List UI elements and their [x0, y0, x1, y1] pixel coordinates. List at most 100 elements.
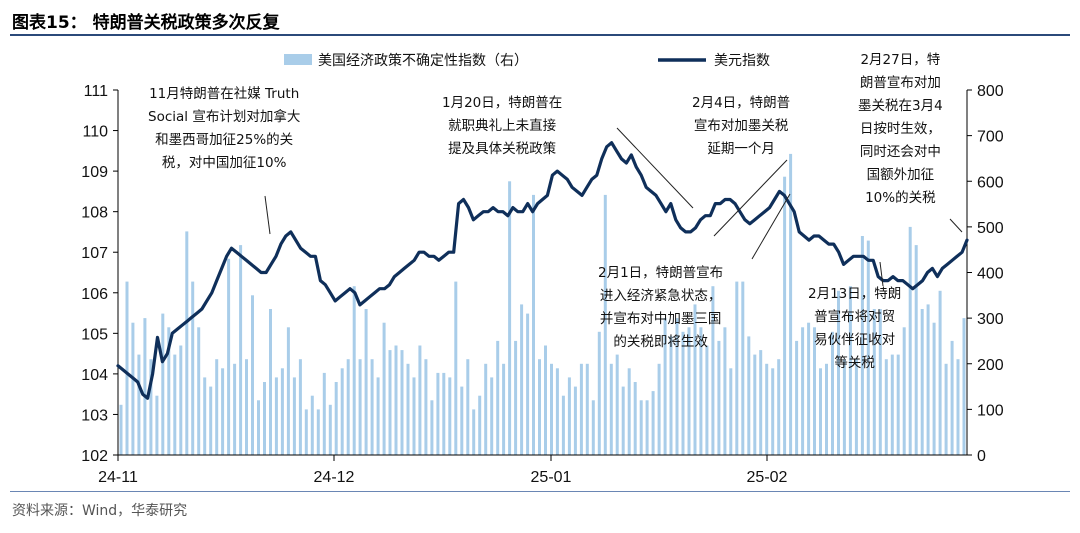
bar	[197, 327, 201, 456]
bar	[328, 404, 332, 455]
annotation-line: 2月4日，特朗普	[692, 95, 791, 111]
bar	[263, 382, 266, 455]
bar	[795, 340, 799, 455]
bar	[179, 345, 183, 455]
bar	[621, 386, 625, 455]
bar	[627, 368, 631, 455]
bar	[675, 318, 679, 455]
x-tick-label: 25-02	[747, 469, 788, 486]
bar	[860, 236, 864, 455]
bar	[884, 359, 888, 455]
bar	[161, 313, 165, 455]
bar	[729, 368, 733, 455]
bar	[663, 318, 667, 455]
bar	[430, 400, 434, 456]
bar	[932, 322, 936, 455]
annotation-line: 的关税即将生效	[613, 334, 708, 350]
bar	[801, 327, 805, 456]
annotation-line: 和墨西哥加征25%的关	[155, 132, 294, 148]
y-right-tick-label: 500	[977, 220, 1004, 237]
annotation-line: 11月特朗普在社媒 Truth	[149, 86, 300, 102]
y-left-tick-label: 107	[81, 245, 108, 262]
bar	[496, 340, 500, 455]
bar	[125, 281, 129, 455]
bar	[526, 313, 530, 455]
bar	[472, 409, 476, 455]
annotation-leader	[949, 218, 963, 233]
bar	[771, 368, 775, 455]
annotation-leaders	[264, 127, 963, 287]
bar	[442, 372, 446, 455]
bar	[717, 340, 721, 455]
annotation-leader	[713, 159, 788, 237]
bar	[699, 327, 703, 456]
bar	[914, 245, 918, 455]
annotation-leader	[751, 193, 791, 260]
bar	[490, 377, 494, 455]
bar	[657, 363, 661, 456]
bar	[741, 281, 745, 455]
bar	[131, 322, 135, 455]
bar	[550, 363, 553, 456]
bar	[645, 400, 649, 456]
annotation-line: 2月13日，特朗	[808, 286, 902, 302]
y-left-tick-label: 106	[81, 286, 108, 303]
bar	[358, 359, 362, 455]
bar	[137, 354, 141, 455]
bar	[681, 331, 685, 455]
bar	[316, 409, 320, 455]
bar	[239, 245, 243, 455]
y-left-tick-label: 104	[81, 367, 108, 384]
bar	[705, 345, 709, 455]
annotation-line: Social 宣布计划对加拿大	[148, 109, 301, 125]
bar	[639, 400, 643, 456]
bar	[520, 304, 524, 455]
bar	[310, 395, 314, 455]
bar	[376, 377, 380, 455]
annotation-line: 就职典礼上未直接	[448, 118, 557, 134]
y-left-tick-label: 110	[82, 124, 108, 141]
bar	[555, 368, 559, 455]
y-left-tick-label: 105	[81, 326, 108, 343]
bar	[878, 309, 882, 455]
bar	[956, 359, 960, 455]
x-tick-label: 24-12	[314, 469, 355, 486]
y-left-tick-label: 103	[81, 407, 108, 424]
bar	[573, 386, 577, 455]
annotation-nov-tariff: 11月特朗普在社媒 Truth Social 宣布计划对加拿大 和墨西哥加征25%的…	[148, 83, 300, 175]
bar	[866, 240, 870, 455]
annotation-line: 同时还会对中	[859, 144, 941, 160]
annotation-line: 等关税	[834, 355, 875, 371]
bar	[753, 354, 757, 455]
bar	[687, 327, 691, 456]
bar	[759, 350, 763, 455]
y-left-tick-label: 111	[84, 83, 108, 100]
bar	[269, 309, 272, 455]
bar	[908, 226, 912, 455]
bar	[346, 359, 350, 455]
bar	[286, 327, 290, 456]
bar	[292, 377, 296, 455]
bar	[813, 327, 816, 456]
annotation-line: 进入经济紧急状态，	[599, 288, 722, 304]
bar	[735, 281, 739, 455]
legend-bar-swatch	[284, 54, 312, 65]
bar	[789, 153, 793, 455]
annotation-feb4: 2月4日，特朗普 宣布对加墨关税 延期一个月	[692, 92, 790, 161]
annotation-line: 1月20日，特朗普在	[442, 95, 563, 111]
bar	[406, 363, 410, 456]
annotation-leader	[616, 127, 694, 209]
bar	[280, 368, 284, 455]
bar	[819, 368, 822, 455]
bar	[191, 281, 195, 455]
bar	[669, 336, 673, 455]
axes: 102 103 104 105 106 107 108 109 110 111 0 100 200 300…	[81, 83, 1004, 486]
bar	[872, 309, 876, 455]
y-right-tick-label: 300	[977, 311, 1004, 328]
annotation-line: 宣布对加墨关税	[693, 118, 789, 134]
bar	[508, 181, 512, 456]
bar	[388, 350, 392, 455]
annotation-feb13: 2月13日，特朗 普宣布将对贸 易伙伴征收对 等关税	[808, 283, 901, 375]
bar	[352, 286, 356, 455]
bar	[926, 304, 930, 455]
